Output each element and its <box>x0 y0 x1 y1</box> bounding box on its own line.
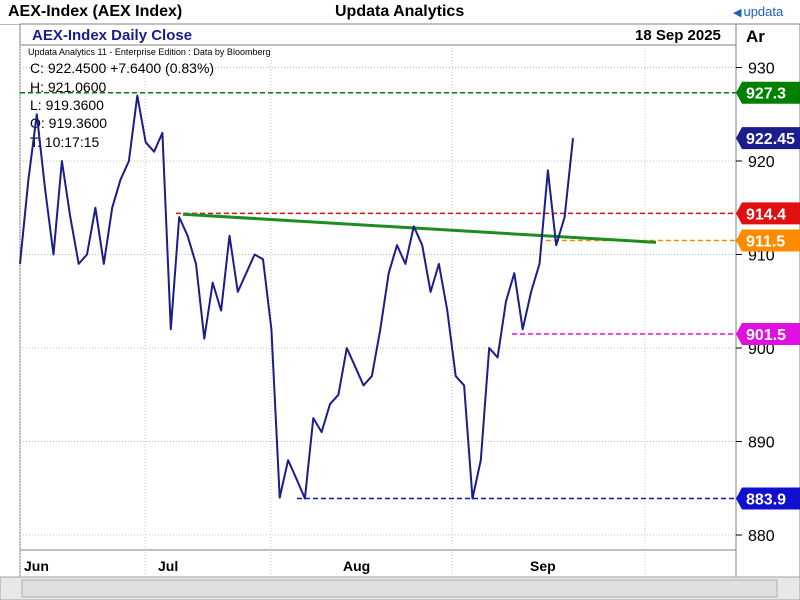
level-tag-label: 911.5 <box>746 233 785 250</box>
trendline-layer <box>182 212 657 244</box>
ohlc-high: H: 921.0600 <box>30 79 106 95</box>
level-tag-label: 901.5 <box>746 327 786 344</box>
level-tag <box>736 487 800 510</box>
ohlc-low: L: 919.3600 <box>30 97 104 113</box>
y-tick-label: 930 <box>748 61 775 78</box>
plot-area <box>19 44 737 578</box>
price-series-layer <box>19 94 574 500</box>
brand-logo[interactable]: ◀ updata <box>733 4 783 19</box>
y-tick-label: 890 <box>748 435 775 452</box>
x-tick-label: Sep <box>530 558 556 574</box>
brand-text: updata <box>743 4 784 19</box>
level-labels: 927.3 922.45 914.4 911.5 901.5 883.9 <box>736 81 800 510</box>
y-axis-header: Ar <box>746 27 765 46</box>
x-axis-ticks: Jun Jul Aug Sep <box>24 558 556 574</box>
level-tag <box>736 229 800 252</box>
app-vendor: Updata Analytics <box>335 3 465 20</box>
level-tag-label: 883.9 <box>746 492 786 509</box>
y-tick-label: 880 <box>748 528 775 545</box>
chart-date: 18 Sep 2025 <box>635 27 721 44</box>
level-tag-label: 927.3 <box>746 86 786 103</box>
updata-logo-icon: ◀ <box>733 7 742 19</box>
x-tick-label: Jul <box>158 558 178 574</box>
x-tick-label: Aug <box>343 558 370 574</box>
trendline <box>182 212 657 244</box>
level-tag <box>736 81 800 104</box>
app-title: AEX-Index (AEX Index) <box>8 3 183 20</box>
level-tag-label: 914.4 <box>746 206 786 223</box>
ohlc-time: T: 10:17:15 <box>30 134 99 150</box>
y-axis-ticks: 880 890 900 910 920 930 <box>736 61 775 545</box>
gridlines <box>19 45 736 577</box>
horizontal-levels <box>20 91 736 500</box>
edition-text: Updata Analytics 11 - Enterprise Edition… <box>28 47 270 57</box>
app-header: AEX-Index (AEX Index) Updata Analytics ◀… <box>0 0 800 25</box>
bottom-scrollbar-thumb[interactable] <box>21 579 778 598</box>
chart-title: AEX-Index Daily Close <box>32 27 192 44</box>
y-tick-label: 920 <box>748 154 775 171</box>
y-axis-panel <box>735 23 800 578</box>
ohlc-close: C: 922.4500 +7.6400 (0.83%) <box>30 60 214 76</box>
y-tick-label: 910 <box>748 248 775 265</box>
level-tag <box>736 322 800 345</box>
price-line <box>19 94 574 500</box>
level-tag <box>736 127 800 150</box>
y-tick-label: 900 <box>748 341 775 358</box>
ohlc-open: O: 919.3600 <box>30 115 107 131</box>
x-tick-label: Jun <box>24 558 49 574</box>
level-tag <box>736 202 800 225</box>
level-tag-label: 922.45 <box>746 131 795 148</box>
x-axis-panel <box>19 549 737 578</box>
